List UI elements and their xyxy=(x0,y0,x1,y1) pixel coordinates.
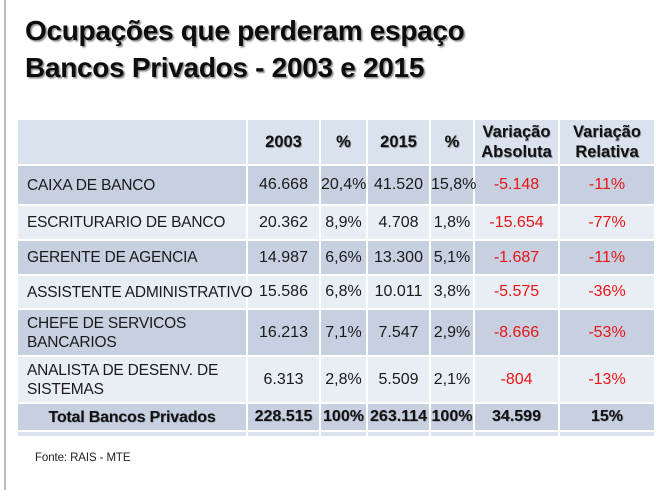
cell-pct-2003: 2,8% xyxy=(321,357,366,402)
cell-occupation: CAIXA DE BANCO xyxy=(18,166,246,204)
table-row: ESCRITURARIO DE BANCO 20.362 8,9% 4.708 … xyxy=(18,206,654,239)
col-header-occupation xyxy=(18,120,246,164)
cell-total-var-abs: 34.599 xyxy=(475,404,558,430)
table-row: CHEFE DE SERVICOS BANCARIOS 16.213 7,1% 7… xyxy=(18,310,654,355)
cell-2015: 41.520 xyxy=(368,166,429,204)
cell-pct-2003: 6,6% xyxy=(321,241,366,274)
cell-2003: 15.586 xyxy=(248,276,319,308)
cell-pct-2015: 1,8% xyxy=(431,206,473,239)
cell-pct-2015: 2,1% xyxy=(431,357,473,402)
col-header-pct-2003: % xyxy=(321,120,366,164)
cell-2003: 16.213 xyxy=(248,310,319,355)
cell-2015: 5.509 xyxy=(368,357,429,402)
slide-title-line-1: Ocupações que perderam espaço xyxy=(25,15,465,46)
cell-var-rel: -36% xyxy=(560,276,654,308)
cell-2015: 4.708 xyxy=(368,206,429,239)
cell-2015: 13.300 xyxy=(368,241,429,274)
table-row: GERENTE DE AGENCIA 14.987 6,6% 13.300 5,… xyxy=(18,241,654,274)
cell-total-2015: 263.114 xyxy=(368,404,429,430)
cell-pct-2015: 3,8% xyxy=(431,276,473,308)
cell-2003: 6.313 xyxy=(248,357,319,402)
cell-total-label: Total Bancos Privados xyxy=(18,404,246,430)
cell-2003: 46.668 xyxy=(248,166,319,204)
table-row: CAIXA DE BANCO 46.668 20,4% 41.520 15,8%… xyxy=(18,166,654,204)
table-row: ASSISTENTE ADMINISTRATIVO 15.586 6,8% 10… xyxy=(18,276,654,308)
cell-2003: 20.362 xyxy=(248,206,319,239)
cell-var-abs: -1.687 xyxy=(475,241,558,274)
cell-var-rel: -11% xyxy=(560,166,654,204)
col-header-pct-2015: % xyxy=(431,120,473,164)
col-header-2015: 2015 xyxy=(368,120,429,164)
cell-2015: 7.547 xyxy=(368,310,429,355)
cell-total-pct-2015: 100% xyxy=(431,404,473,430)
slide-title: Ocupações que perderam espaço Bancos Pri… xyxy=(25,12,625,86)
slide-title-line-2: Bancos Privados - 2003 e 2015 xyxy=(25,52,425,83)
cell-var-rel: -77% xyxy=(560,206,654,239)
cell-pct-2003: 7,1% xyxy=(321,310,366,355)
cell-occupation: ANALISTA DE DESENV. DE SISTEMAS xyxy=(18,357,246,402)
col-header-variacao-absoluta: Variação Absoluta xyxy=(475,120,558,164)
slide-left-edge-line xyxy=(4,0,6,490)
cell-var-abs: -5.575 xyxy=(475,276,558,308)
cell-pct-2015: 15,8% xyxy=(431,166,476,204)
col-header-variacao-relativa: Variação Relativa xyxy=(560,120,654,164)
cell-pct-2003: 6,8% xyxy=(321,276,366,308)
cell-pct-2003: 20,4% xyxy=(321,166,366,204)
col-header-2003: 2003 xyxy=(248,120,319,164)
table-row: ANALISTA DE DESENV. DE SISTEMAS 6.313 2,8… xyxy=(18,357,654,402)
occupations-table: 2003 % 2015 % Variação Absoluta Variação R… xyxy=(16,118,656,438)
cell-var-abs: -8.666 xyxy=(475,310,558,355)
table-bottom-strip xyxy=(18,432,654,436)
cell-2015: 10.011 xyxy=(368,276,429,308)
table-header-row: 2003 % 2015 % Variação Absoluta Variação R… xyxy=(18,120,654,164)
cell-occupation: GERENTE DE AGENCIA xyxy=(18,241,246,274)
cell-occupation: ASSISTENTE ADMINISTRATIVO xyxy=(18,276,253,308)
cell-2003: 14.987 xyxy=(248,241,319,274)
cell-total-2003: 228.515 xyxy=(248,404,319,430)
source-note: Fonte: RAIS - MTE xyxy=(35,452,131,464)
cell-var-rel: -13% xyxy=(560,357,654,402)
cell-var-abs: -15.654 xyxy=(475,206,558,239)
cell-pct-2015: 2,9% xyxy=(431,310,473,355)
cell-total-pct-2003: 100% xyxy=(321,404,366,430)
cell-occupation: CHEFE DE SERVICOS BANCARIOS xyxy=(18,310,246,355)
cell-var-abs: -804 xyxy=(475,357,558,402)
cell-var-abs: -5.148 xyxy=(475,166,558,204)
cell-var-rel: -11% xyxy=(560,241,654,274)
cell-var-rel: -53% xyxy=(560,310,654,355)
table-total-row: Total Bancos Privados 228.515 100% 263.1… xyxy=(18,404,654,430)
cell-total-var-rel: 15% xyxy=(560,404,654,430)
cell-pct-2015: 5,1% xyxy=(431,241,473,274)
cell-pct-2003: 8,9% xyxy=(321,206,366,239)
cell-occupation: ESCRITURARIO DE BANCO xyxy=(18,206,246,239)
